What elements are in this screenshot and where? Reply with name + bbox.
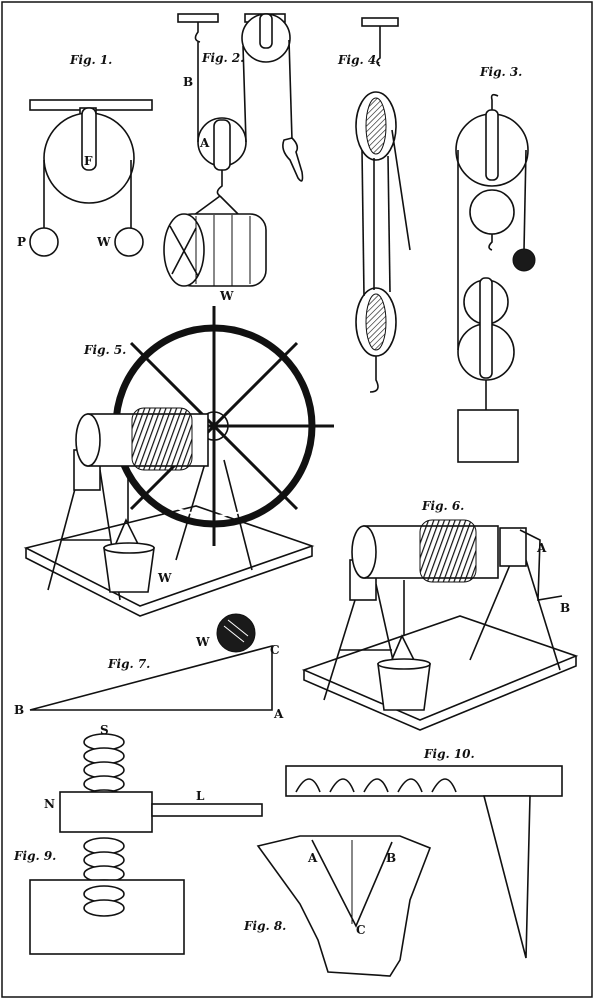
fig10-blade (482, 795, 531, 959)
fig4-bottom-hook (369, 356, 379, 393)
fig6-trestle-right (469, 559, 561, 671)
fig4-lower-sheave (365, 293, 387, 351)
figure-10: Fig. 10. (285, 747, 563, 959)
fig3-counter-ball (512, 248, 536, 272)
fig3-top-hook (490, 93, 499, 110)
fig3-title: Fig. 3. (479, 65, 522, 79)
fig4-rope-3 (387, 155, 391, 293)
fig4-rope-pull (391, 129, 411, 251)
fig5-bucket (103, 547, 155, 593)
fig2-rope-pull (288, 39, 293, 141)
fig2-barrel-hook (216, 170, 223, 197)
fig9-label-S: S (100, 723, 109, 737)
fig6-title: Fig. 6. (421, 499, 464, 513)
fig10-title: Fig. 10. (423, 747, 475, 761)
figure-3: Fig. 3. (455, 65, 536, 463)
hand-icon (282, 137, 304, 182)
fig2-ceiling-hook (194, 22, 201, 43)
fig7-label-B: B (14, 703, 24, 717)
fig1-title: Fig. 1. (69, 53, 112, 67)
fig7-inclined-plane (29, 644, 273, 711)
fig8-timber (256, 835, 432, 977)
fig5-drum-end (75, 413, 101, 467)
fig2-movable-strap (213, 119, 231, 171)
fig4-ceiling-plate (361, 17, 399, 27)
fig2-title: Fig. 2. (201, 51, 244, 65)
fig7-label-C: C (270, 643, 280, 657)
fig2-ceiling-plate-left (177, 13, 219, 23)
fig8-label-C: C (356, 923, 366, 937)
fig4-upper-sheave (365, 97, 387, 155)
fig9-label-L: L (196, 789, 205, 803)
figure-9: Fig. 9. S N L (13, 723, 263, 955)
fig9-screw-visible (83, 885, 125, 917)
fig3-load-block (457, 409, 519, 463)
fig5-label-W: W (157, 571, 172, 585)
fig6-bucket (377, 663, 431, 711)
fig8-label-A: A (307, 851, 318, 865)
fig4-top-hook (376, 26, 381, 67)
fig7-ball-shading (223, 619, 249, 643)
fig7-ball (216, 613, 256, 653)
fig4-rope-1 (361, 149, 365, 297)
fig3-mid-hook (488, 234, 493, 251)
figure-2: Fig. 2. A B W (163, 13, 304, 303)
fig8-wedge (311, 839, 393, 928)
fig8-title: Fig. 8. (243, 919, 286, 933)
figure-6: Fig. 6. A B (301, 499, 579, 731)
fig10-twist (295, 778, 457, 793)
figure-1: Fig. 1. F P W (17, 53, 153, 257)
fig7-label-W: W (195, 635, 210, 649)
fig2-rope-mid (242, 45, 247, 143)
fig5-base-edge (25, 546, 313, 617)
fig6-bucket-rim (377, 658, 431, 670)
fig6-drum-end (351, 525, 377, 579)
fig2-label-B: B (183, 75, 193, 89)
fig8-label-B: B (386, 851, 396, 865)
fig1-label-F: F (84, 154, 93, 168)
fig4-title: Fig. 4. (337, 53, 380, 67)
fig9-lever (151, 803, 263, 817)
fig6-label-B: B (560, 601, 570, 615)
fig1-weight-ball (114, 227, 144, 257)
figure-8: Fig. 8. A B C (243, 835, 432, 977)
fig1-label-P: P (17, 235, 26, 249)
fig5-trestle-right (175, 459, 253, 571)
fig3-lower-strap (479, 277, 493, 379)
fig5-rope-coil (131, 407, 193, 471)
fig2-label-W: W (219, 289, 234, 303)
fig7-label-A: A (273, 707, 284, 721)
fig3-rope-right (523, 149, 527, 251)
fig5-bucket-handle (113, 518, 141, 549)
fig5-bucket-rim (103, 542, 155, 554)
fig1-strap (81, 107, 97, 171)
fig3-second-pulley (469, 189, 515, 235)
fig3-top-strap (485, 109, 499, 181)
fig2-label-A: A (199, 136, 210, 150)
fig1-label-W: W (96, 235, 111, 249)
figure-4: Fig. 4. (337, 17, 411, 393)
fig6-post-right (499, 527, 527, 567)
fig9-title: Fig. 9. (13, 849, 56, 863)
fig6-base-edge (303, 656, 577, 731)
fig2-barrel-cross (169, 225, 199, 277)
fig7-title: Fig. 7. (107, 657, 150, 671)
fig1-power-ball (29, 227, 59, 257)
fig9-nut (59, 791, 153, 833)
fig5-base (23, 505, 315, 607)
fig9-label-N: N (44, 797, 55, 811)
fig5-title: Fig. 5. (83, 343, 126, 357)
fig6-rope-coil (419, 519, 477, 583)
fig2-fixed-strap (259, 13, 273, 49)
fig6-crank (519, 529, 563, 601)
fig6-label-A: A (536, 541, 547, 555)
figure-7: Fig. 7. W C B A (14, 613, 284, 721)
fig10-bar (285, 765, 563, 797)
figure-5: Fig. 5. W (23, 306, 334, 617)
fig9-base-block (29, 879, 185, 955)
fig6-bucket-handle (389, 634, 417, 665)
